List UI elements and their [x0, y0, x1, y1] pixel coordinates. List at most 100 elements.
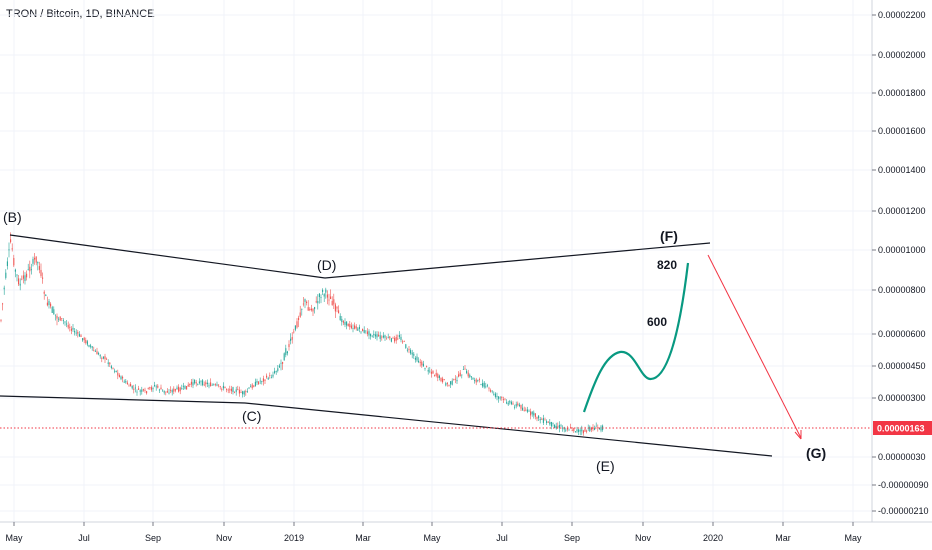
candle-body: [82, 338, 84, 341]
candle-body: [584, 429, 586, 432]
candle-body: [299, 312, 301, 317]
candle-body: [59, 316, 61, 321]
candle-body: [278, 365, 280, 368]
candle-body: [429, 370, 431, 372]
candle-body: [283, 353, 285, 361]
candle-body: [171, 390, 173, 393]
candle-body: [518, 404, 520, 406]
y-tick-label: 0.00000800: [878, 285, 926, 295]
candle-body: [53, 309, 55, 315]
candle-body: [554, 424, 556, 428]
candle-body: [56, 315, 58, 319]
candle-body: [334, 304, 336, 312]
y-tick-label: -0.00000210: [878, 506, 929, 516]
candle-body: [112, 367, 114, 369]
candle-body: [5, 272, 7, 278]
candle-body: [259, 380, 261, 382]
chart-title: TRON / Bitcoin, 1D, BINANCE: [6, 8, 155, 20]
candle-body: [130, 383, 132, 387]
candle-body: [330, 296, 332, 299]
candle-body: [314, 307, 316, 310]
candle-body: [286, 351, 288, 354]
candle-body: [493, 393, 495, 395]
candle-body: [306, 301, 308, 303]
candle-body: [346, 321, 348, 326]
candle-body: [376, 334, 378, 338]
candle-body: [568, 429, 570, 431]
candle-body: [258, 381, 260, 385]
candle-body: [387, 336, 389, 338]
candle-body: [322, 289, 324, 292]
candle-body: [502, 398, 504, 400]
price-axis[interactable]: 0.00002200 0.00002000 0.00001800 0.00001600…: [872, 10, 929, 516]
candle-body: [78, 333, 80, 337]
candle-body: [424, 367, 426, 369]
candle-body: [440, 377, 442, 381]
candle-body: [184, 385, 186, 389]
candle-body: [450, 381, 452, 385]
candle-body: [366, 331, 368, 335]
candle-body: [251, 384, 253, 389]
candle-body: [198, 381, 200, 384]
candle-body: [309, 308, 311, 311]
candle-body: [355, 326, 357, 329]
candle-body: [411, 352, 413, 355]
candle-body: [157, 385, 159, 388]
candle-body: [474, 380, 476, 382]
candle-body: [576, 429, 578, 432]
candle-body: [341, 318, 343, 322]
candle-body: [370, 333, 372, 337]
time-axis[interactable]: May Jul Sep Nov 2019 Mar May Jul Sep Nov 2020 Mar Ma…: [5, 522, 862, 543]
candle-body: [550, 421, 552, 427]
candle-body: [72, 327, 74, 330]
candle-body: [181, 388, 183, 390]
candle-body: [224, 386, 226, 388]
x-tick-label: May: [844, 533, 862, 543]
candle-body: [526, 409, 528, 412]
candle-body: [2, 303, 4, 305]
candle-body: [133, 388, 135, 390]
candle-body: [170, 389, 172, 391]
trendline-b-d: [9, 234, 326, 279]
candle-body: [571, 430, 573, 431]
candle-body: [221, 389, 223, 390]
candle-body: [403, 341, 405, 343]
candle-body: [13, 258, 15, 266]
candle-body: [318, 293, 320, 298]
candle-body: [386, 338, 388, 340]
candle-body: [442, 378, 444, 383]
candle-body: [26, 273, 28, 278]
grid-lines: [0, 0, 872, 522]
candle-body: [218, 384, 220, 386]
candle-body: [558, 425, 560, 429]
candle-body: [512, 403, 514, 405]
x-tick-label: 2020: [703, 533, 723, 543]
candle-body: [234, 392, 236, 394]
candle-body: [10, 239, 12, 243]
candle-body: [149, 387, 151, 389]
candle-body: [323, 294, 325, 297]
candle-body: [142, 389, 144, 391]
candle-body: [475, 379, 477, 383]
wave-label-c: (C): [242, 408, 261, 424]
candle-body: [381, 336, 383, 338]
last-price-label: 0.00000163: [877, 424, 925, 434]
candle-body: [208, 385, 210, 387]
candle-body: [477, 380, 479, 381]
candle-body: [523, 410, 525, 411]
candle-body: [426, 366, 428, 367]
candle-body: [256, 381, 258, 383]
candle-body: [462, 369, 464, 370]
candle-body: [176, 387, 178, 390]
candle-body: [8, 249, 10, 251]
candle-body: [125, 380, 127, 383]
candle-body: [472, 378, 474, 380]
candle-body: [210, 382, 212, 387]
candle-body: [158, 389, 160, 391]
candle-body: [405, 344, 407, 349]
candle-body: [99, 355, 101, 357]
candle-body: [77, 331, 79, 334]
y-tick-label: 0.00002000: [878, 50, 926, 60]
candle-body: [246, 391, 248, 393]
